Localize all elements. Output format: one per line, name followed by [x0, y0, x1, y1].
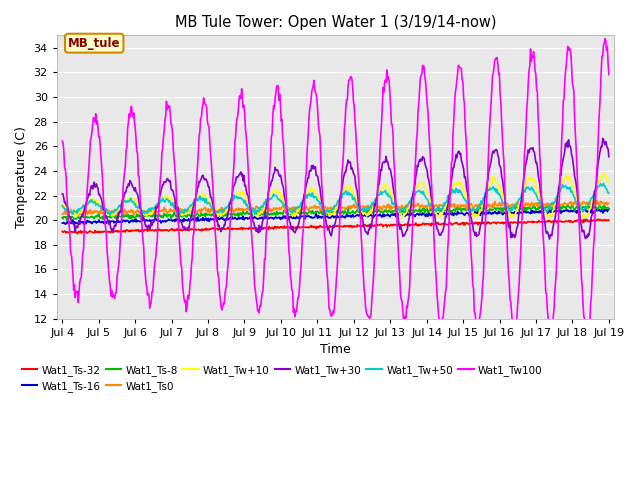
Wat1_Tw100	[601, 36, 609, 41]
Wat1_Ts-32	[605, 217, 612, 223]
Line: Wat1_Ts-32: Wat1_Ts-32	[62, 219, 609, 234]
Wat1_Ts-8	[605, 205, 612, 211]
Line: Wat1_Ts-8: Wat1_Ts-8	[62, 204, 609, 221]
Wat1_Tw+50	[600, 180, 607, 186]
Wat1_Ts0	[68, 211, 76, 217]
Wat1_Tw100	[583, 334, 591, 339]
Line: Wat1_Ts-16: Wat1_Ts-16	[62, 208, 609, 225]
Wat1_Ts-16	[605, 206, 612, 212]
X-axis label: Time: Time	[320, 343, 351, 356]
Wat1_Tw+10	[125, 196, 132, 202]
Wat1_Tw100	[605, 72, 612, 77]
Wat1_Ts0	[403, 202, 410, 208]
Wat1_Tw+30	[68, 220, 76, 226]
Wat1_Tw+30	[599, 135, 607, 141]
Line: Wat1_Tw+30: Wat1_Tw+30	[62, 138, 609, 239]
Wat1_Ts-16	[58, 220, 66, 226]
Wat1_Tw+50	[181, 206, 189, 212]
Wat1_Tw100	[68, 260, 76, 266]
Wat1_Ts-8	[403, 207, 410, 213]
Line: Wat1_Tw100: Wat1_Tw100	[62, 38, 609, 336]
Wat1_Ts-32	[403, 222, 410, 228]
Wat1_Ts-16	[210, 216, 218, 222]
Wat1_Ts0	[419, 203, 426, 209]
Wat1_Tw+10	[600, 171, 608, 177]
Line: Wat1_Ts0: Wat1_Ts0	[62, 200, 609, 216]
Wat1_Tw100	[58, 138, 66, 144]
Wat1_Ts-16	[70, 222, 77, 228]
Wat1_Ts-16	[581, 205, 589, 211]
Wat1_Tw+30	[418, 158, 426, 164]
Wat1_Tw+10	[402, 211, 410, 216]
Wat1_Ts-8	[181, 213, 189, 218]
Line: Wat1_Tw+10: Wat1_Tw+10	[62, 174, 609, 218]
Wat1_Ts-16	[68, 221, 76, 227]
Y-axis label: Temperature (C): Temperature (C)	[15, 126, 28, 228]
Wat1_Ts0	[181, 208, 189, 214]
Wat1_Ts-32	[125, 229, 133, 235]
Wat1_Ts-8	[69, 215, 77, 220]
Wat1_Tw+50	[403, 204, 410, 210]
Wat1_Tw100	[418, 71, 426, 77]
Wat1_Tw+30	[58, 191, 66, 197]
Wat1_Tw+10	[180, 212, 188, 217]
Wat1_Tw+10	[605, 179, 612, 185]
Wat1_Ts-8	[125, 216, 133, 221]
Wat1_Tw+10	[68, 208, 76, 214]
Wat1_Tw+30	[125, 181, 132, 187]
Text: MB_tule: MB_tule	[68, 36, 120, 49]
Wat1_Ts-32	[68, 229, 76, 235]
Wat1_Ts0	[591, 197, 599, 203]
Wat1_Ts-8	[63, 218, 70, 224]
Wat1_Ts-16	[181, 218, 189, 224]
Wat1_Ts-8	[530, 202, 538, 207]
Wat1_Ts-32	[58, 228, 66, 234]
Wat1_Tw+30	[546, 236, 554, 242]
Wat1_Tw+10	[580, 215, 588, 221]
Wat1_Ts0	[605, 200, 612, 206]
Wat1_Tw+50	[125, 199, 133, 205]
Wat1_Ts-8	[58, 215, 66, 220]
Wat1_Ts-16	[125, 220, 133, 226]
Wat1_Ts0	[58, 211, 66, 217]
Wat1_Tw+10	[418, 180, 426, 186]
Wat1_Ts0	[125, 208, 132, 214]
Wat1_Tw+30	[209, 202, 217, 207]
Wat1_Tw+10	[209, 203, 217, 208]
Wat1_Ts-32	[74, 231, 81, 237]
Wat1_Ts-16	[419, 210, 426, 216]
Wat1_Ts-32	[181, 226, 189, 231]
Wat1_Tw+10	[58, 202, 66, 208]
Wat1_Ts-16	[403, 212, 410, 218]
Wat1_Tw+50	[210, 205, 218, 211]
Wat1_Tw100	[402, 315, 410, 321]
Wat1_Tw100	[209, 181, 217, 187]
Wat1_Tw+50	[419, 191, 426, 197]
Wat1_Ts0	[210, 210, 218, 216]
Wat1_Tw+30	[605, 154, 612, 159]
Wat1_Ts0	[130, 213, 138, 218]
Wat1_Tw+50	[605, 190, 612, 196]
Wat1_Tw+50	[58, 203, 66, 209]
Line: Wat1_Tw+50: Wat1_Tw+50	[62, 183, 609, 215]
Wat1_Tw100	[180, 295, 188, 301]
Wat1_Ts-32	[210, 226, 218, 231]
Wat1_Tw+50	[68, 211, 76, 216]
Wat1_Ts-8	[210, 213, 218, 219]
Wat1_Ts-32	[595, 216, 602, 222]
Wat1_Tw+30	[402, 229, 410, 235]
Legend: Wat1_Ts-32, Wat1_Ts-16, Wat1_Ts-8, Wat1_Ts0, Wat1_Tw+10, Wat1_Tw+30, Wat1_Tw+50,: Wat1_Ts-32, Wat1_Ts-16, Wat1_Ts-8, Wat1_…	[17, 361, 547, 396]
Wat1_Tw100	[125, 119, 132, 125]
Wat1_Tw+50	[106, 212, 114, 218]
Wat1_Tw+30	[180, 225, 188, 230]
Title: MB Tule Tower: Open Water 1 (3/19/14-now): MB Tule Tower: Open Water 1 (3/19/14-now…	[175, 15, 496, 30]
Wat1_Ts-32	[419, 220, 426, 226]
Wat1_Ts-8	[419, 206, 426, 212]
